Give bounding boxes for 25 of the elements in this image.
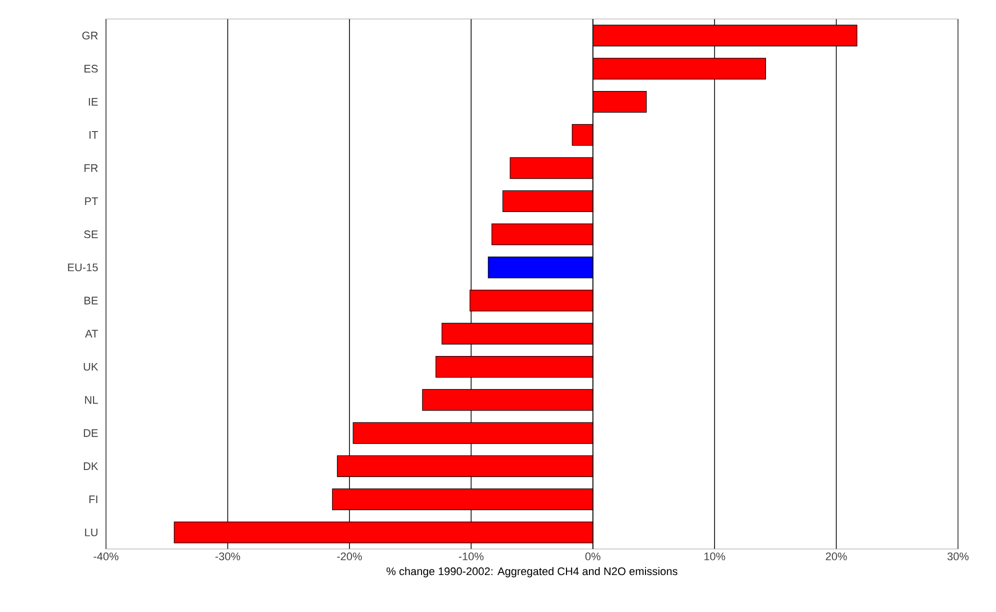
x-axis-title: % change 1990-2002: Aggregated CH4 and N2O emissions	[386, 567, 678, 578]
y-tick-label: UK	[84, 362, 98, 371]
x-tick-label: 0%	[585, 552, 600, 560]
y-tick-label: FR	[84, 164, 98, 172]
y-tick-label: EU-15	[68, 264, 98, 272]
y-tick-label: SE	[84, 230, 98, 238]
x-tick-label: -20%	[337, 552, 362, 560]
y-tick-label: PT	[85, 197, 98, 205]
y-tick-label: IE	[88, 98, 98, 106]
y-tick-label: FI	[89, 496, 98, 504]
y-tick-label: LU	[85, 528, 98, 536]
y-tick-label: DK	[84, 462, 98, 470]
y-tick-label: BE	[84, 296, 98, 304]
y-tick-label: NL	[85, 396, 98, 404]
y-tick-label: DE	[84, 429, 98, 437]
x-tick-label: 20%	[826, 552, 847, 560]
x-tick-label: -10%	[458, 552, 484, 560]
y-tick-label: ES	[84, 64, 98, 73]
y-tick-label: GR	[82, 32, 98, 40]
x-tick-label: -30%	[215, 552, 240, 560]
x-tick-label: 10%	[704, 552, 726, 560]
y-tick-label: IT	[90, 131, 98, 139]
y-tick-label: AT	[85, 330, 98, 338]
x-tick-label: 30%	[947, 552, 969, 560]
x-tick-label: -40%	[94, 552, 118, 560]
